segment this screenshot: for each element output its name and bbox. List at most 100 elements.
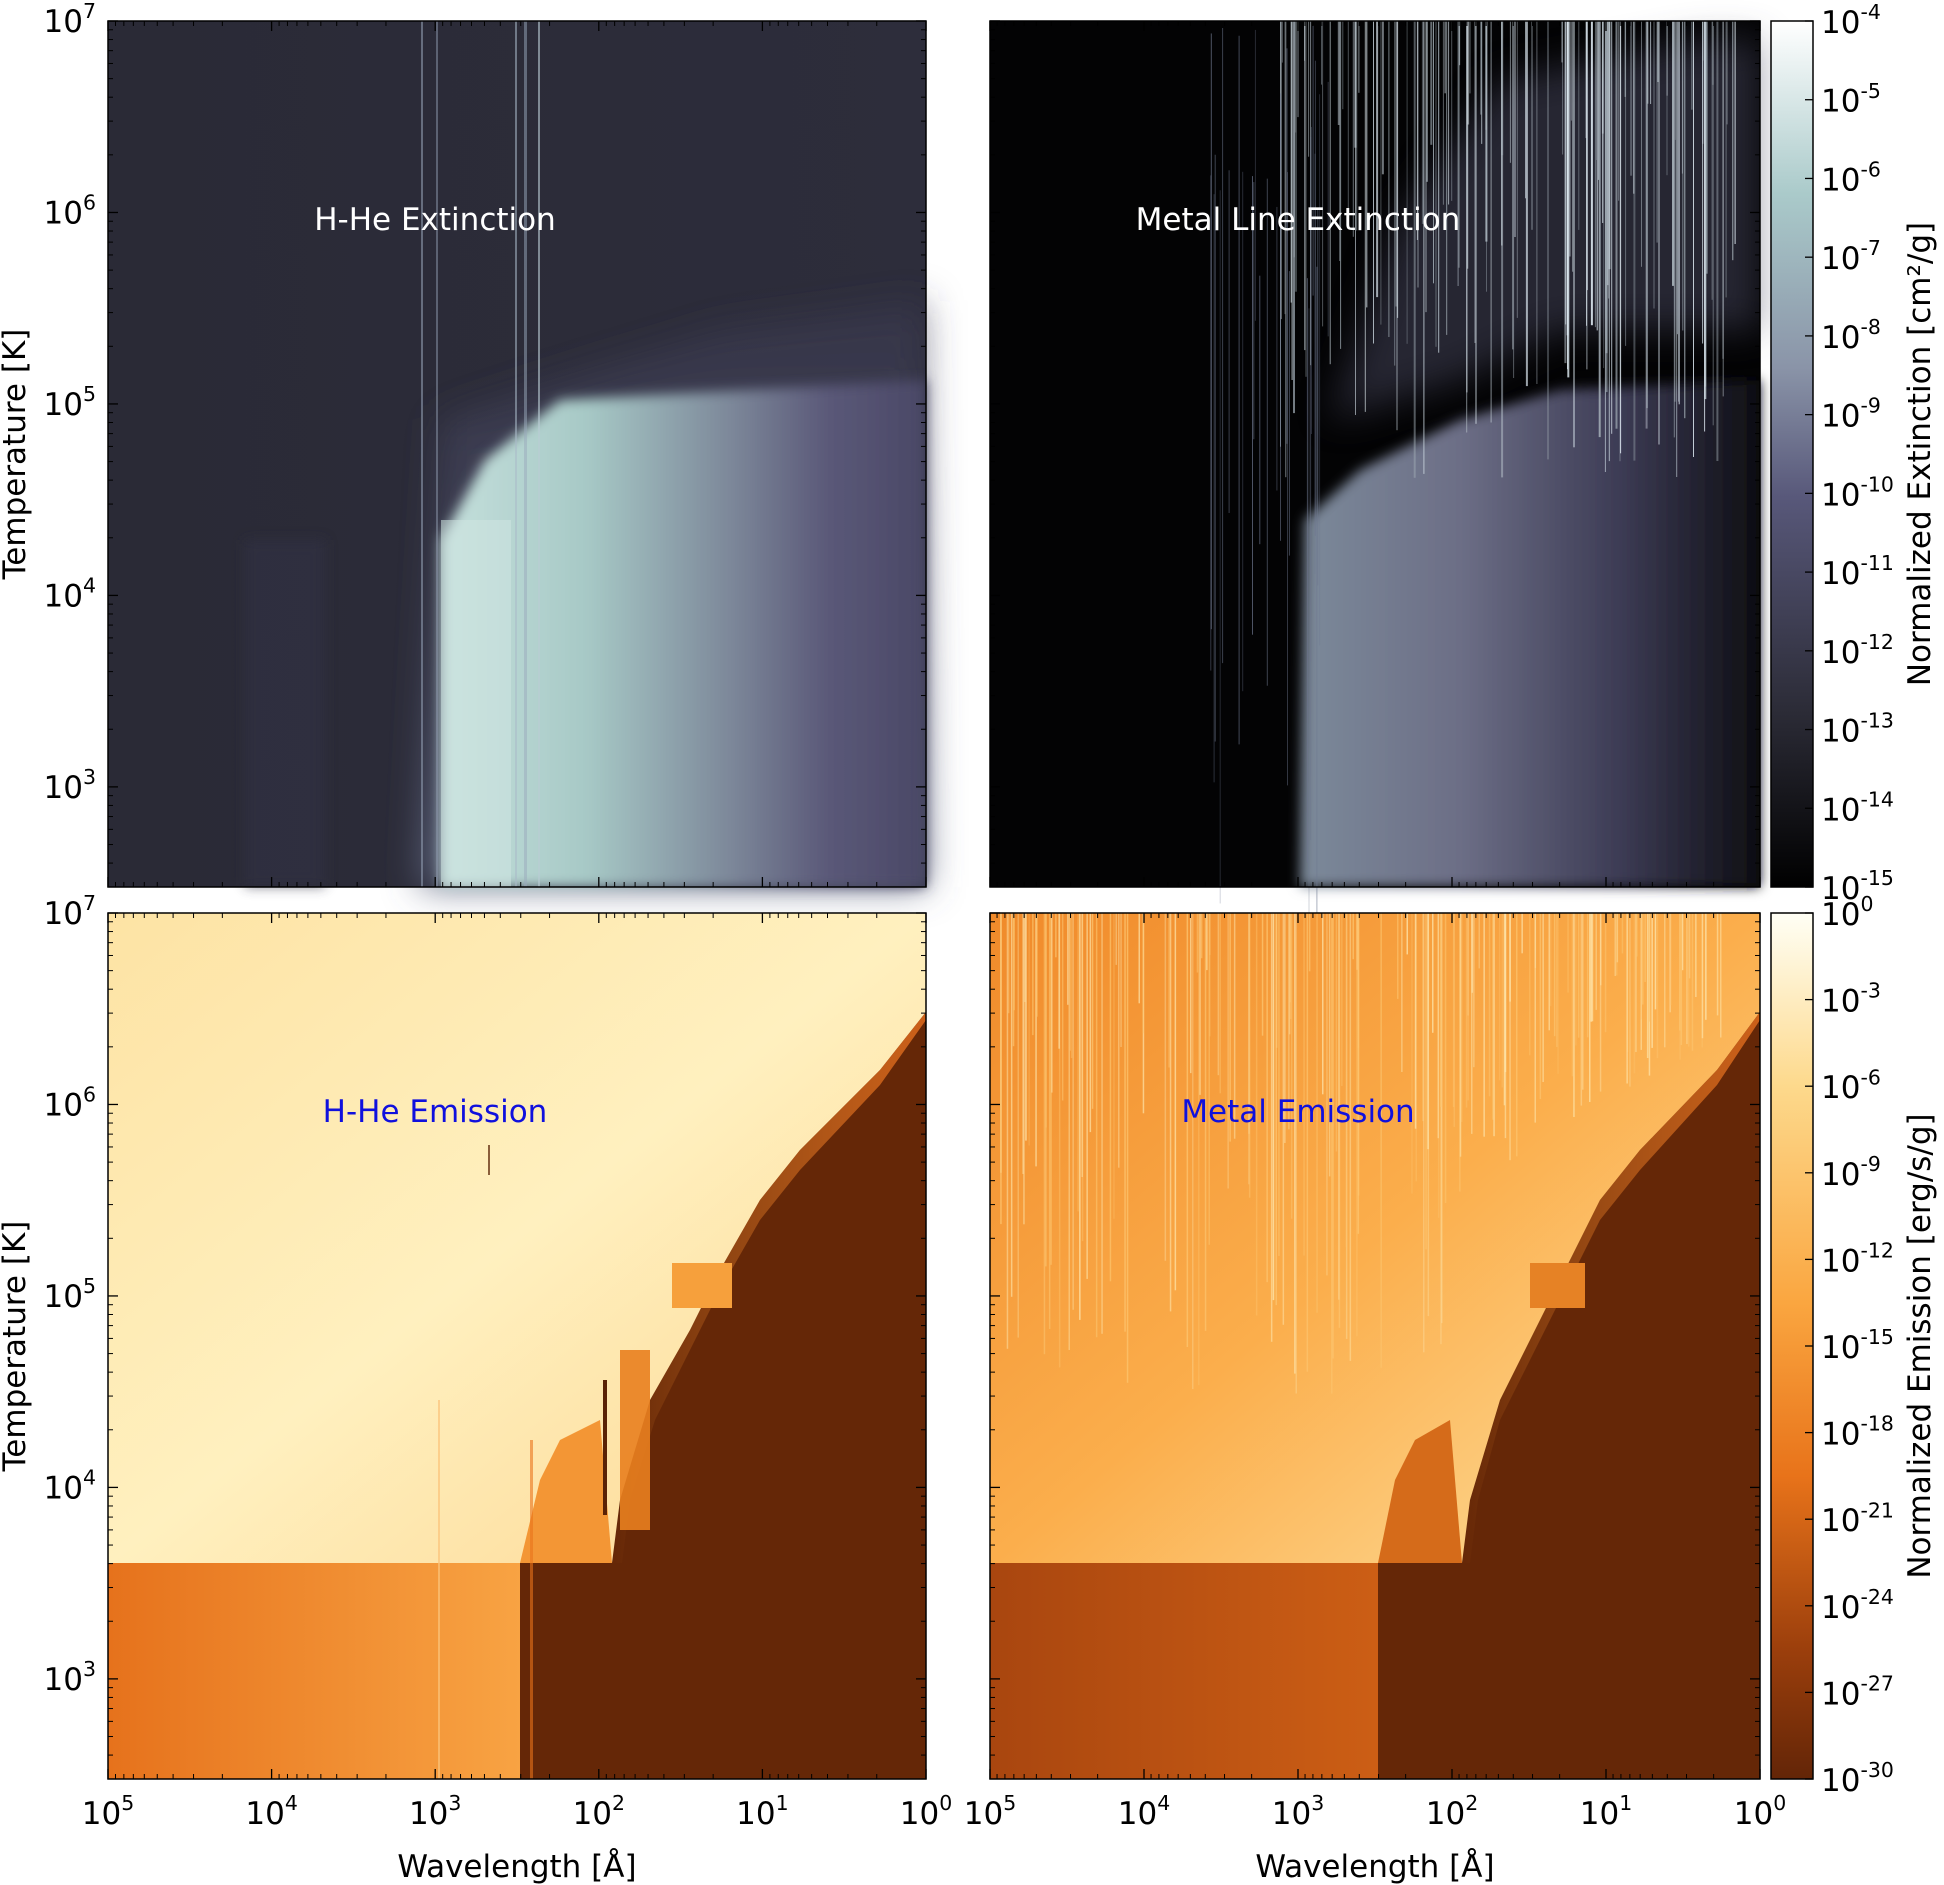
x-axis-label: Wavelength [Å]: [397, 1849, 636, 1885]
spectral-line: [1304, 21, 1305, 61]
spectral-line: [1448, 21, 1450, 205]
spectral-line: [1679, 913, 1681, 1031]
spectral-line: [1556, 913, 1558, 1047]
spectral-line: [1339, 21, 1341, 261]
spectral-line: [1275, 913, 1277, 1306]
heatmap-line: [603, 1380, 607, 1515]
spectral-line: [1295, 21, 1297, 292]
spectral-line: [1498, 913, 1501, 1081]
spectral-line: [1586, 21, 1588, 370]
spectral-line: [1549, 913, 1552, 1007]
spectral-line: [1686, 913, 1688, 1044]
spectral-line: [1646, 913, 1649, 1058]
spectral-line: [1712, 21, 1714, 426]
spectral-line: [1458, 21, 1460, 268]
spectral-line: [1081, 913, 1084, 1242]
y-tick-label: 103: [44, 765, 96, 806]
spectral-line: [1017, 913, 1019, 1338]
colorbar-label: Normalized Extinction [cm²/g]: [1902, 222, 1938, 686]
spectral-line: [1684, 21, 1686, 419]
spectral-line: [1590, 21, 1593, 326]
spectral-line: [1712, 21, 1714, 85]
spectral-line: [1356, 21, 1358, 231]
x-tick-label: 102: [573, 1791, 625, 1832]
spectral-line: [1620, 21, 1622, 454]
spectral-line: [1242, 171, 1244, 692]
spectral-line: [1345, 913, 1348, 1339]
spectral-line: [1569, 21, 1571, 257]
spectral-line: [1048, 913, 1051, 1329]
spectral-line: [1228, 170, 1230, 513]
spectral-line: [1624, 21, 1626, 97]
spectral-line: [1608, 21, 1610, 462]
spectral-line: [1716, 21, 1719, 461]
colorbar-tick-label: 10-4: [1821, 0, 1881, 41]
spectral-line: [1452, 913, 1455, 1107]
y-tick-label: 104: [44, 1465, 96, 1506]
spectral-line: [1310, 136, 1312, 841]
spectral-line: [1459, 21, 1461, 66]
spectral-line: [1433, 21, 1434, 284]
axes-top-left: H-He Extinction 103 104 105 106 107 Temperatur…: [0, 0, 927, 888]
spectral-line: [1068, 913, 1070, 1350]
spectral-line: [1345, 913, 1348, 1248]
spectral-line: [1164, 913, 1167, 1261]
spectral-line: [1440, 913, 1442, 1345]
spectral-line: [1722, 21, 1724, 397]
spectral-line: [1032, 913, 1034, 1036]
spectral-line: [1043, 913, 1046, 1355]
heatmap-hot-region: [990, 913, 1760, 1563]
spectral-line: [1079, 913, 1081, 1320]
spectral-line: [1294, 913, 1296, 1374]
spectral-line: [1427, 913, 1429, 1150]
spectral-line: [1681, 913, 1684, 971]
spectral-line: [1380, 913, 1382, 1368]
spectral-line: [1529, 913, 1531, 1056]
spectral-line: [1444, 913, 1447, 1204]
spectral-line: [1564, 21, 1567, 364]
spectral-line: [1670, 913, 1672, 1006]
spectral-line: [1486, 21, 1487, 292]
spectral-line: [1691, 21, 1693, 110]
spectral-line: [1567, 913, 1569, 993]
spectral-line: [1373, 21, 1374, 344]
spectral-line: [1174, 913, 1177, 1291]
y-axis-label: Temperature [K]: [0, 329, 33, 581]
spectral-line: [1673, 21, 1675, 438]
spectral-line: [1578, 21, 1580, 230]
spectral-line: [1426, 21, 1428, 182]
panel-annotation: Metal Emission: [1181, 1094, 1414, 1130]
heatmap-cold-region: [108, 1563, 520, 1779]
spectral-line: [1595, 913, 1597, 1010]
spectral-line: [1596, 21, 1598, 331]
x-tick-label: 105: [964, 1791, 1016, 1832]
spectral-line: [1648, 913, 1651, 1022]
heatmap-hot-region: [1330, 40, 1760, 420]
axes-frame: [107, 912, 927, 1780]
colorbar-tick-label: 10-9: [1821, 394, 1881, 435]
spectral-line: [1213, 194, 1215, 783]
spectral-line: [1531, 21, 1533, 230]
spectral-line: [1081, 913, 1083, 1177]
spectral-line: [1272, 913, 1275, 1301]
spectral-line: [1349, 913, 1352, 1361]
spectral-line: [1435, 21, 1437, 347]
spectral-line: [1604, 913, 1607, 1033]
heatmap-warm-band: [245, 540, 325, 887]
spectral-line: [1635, 913, 1637, 1052]
spectral-line: [1327, 81, 1329, 337]
spectral-line: [1674, 21, 1676, 402]
spectral-line: [1725, 21, 1727, 298]
spectral-line: [1509, 913, 1511, 1002]
spectral-line: [1441, 913, 1443, 1324]
y-tick-label: 103: [44, 1657, 96, 1698]
spectral-line: [1553, 913, 1556, 1037]
x-tick-label: 101: [736, 1791, 788, 1832]
spectral-line: [1340, 21, 1342, 349]
x-tick-label: 105: [82, 1791, 134, 1832]
spectral-line: [1120, 913, 1122, 1047]
spectral-line: [1504, 913, 1507, 1073]
heatmap-metal-extinction: [990, 21, 1760, 997]
spectral-line: [1475, 21, 1477, 424]
spectral-line: [1238, 35, 1240, 745]
